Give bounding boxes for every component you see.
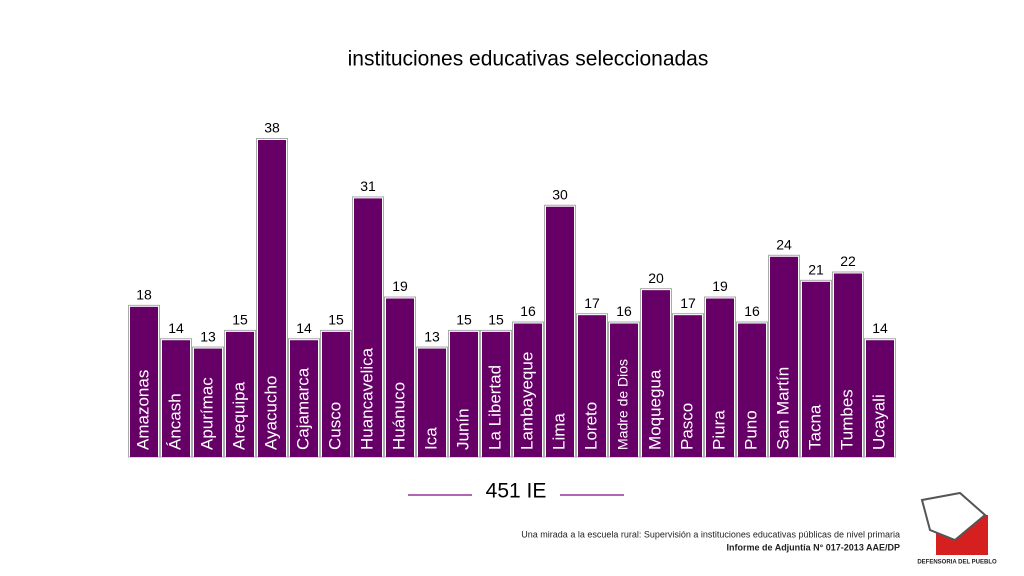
value-label: 17 bbox=[680, 295, 696, 311]
value-label: 13 bbox=[424, 328, 440, 344]
bar bbox=[674, 315, 702, 457]
bar bbox=[386, 298, 414, 457]
value-label: 24 bbox=[776, 236, 792, 252]
bar bbox=[834, 273, 862, 457]
category-label: Lambayeque bbox=[517, 352, 536, 450]
bar bbox=[226, 331, 254, 457]
category-label: Lima bbox=[549, 413, 568, 450]
bar bbox=[354, 198, 382, 458]
category-label: Loreto bbox=[581, 402, 600, 450]
value-label: 20 bbox=[648, 270, 664, 286]
bar bbox=[706, 298, 734, 457]
bar bbox=[418, 348, 446, 457]
logo: DEFENSORIA DEL PUEBLO bbox=[917, 491, 997, 566]
value-label: 14 bbox=[296, 320, 312, 336]
value-label: 18 bbox=[136, 287, 152, 303]
category-label: Huancavelica bbox=[357, 347, 376, 450]
bar bbox=[866, 340, 894, 457]
bar bbox=[194, 348, 222, 457]
value-label: 13 bbox=[200, 328, 216, 344]
value-label: 15 bbox=[328, 312, 344, 328]
value-label: 15 bbox=[456, 312, 472, 328]
bar bbox=[290, 340, 318, 457]
category-label: Madre de Dios bbox=[615, 359, 631, 450]
category-label: Tacna bbox=[805, 404, 824, 450]
value-label: 16 bbox=[520, 303, 536, 319]
value-label: 15 bbox=[488, 312, 504, 328]
bar bbox=[450, 331, 478, 457]
category-label: Arequipa bbox=[229, 381, 248, 450]
bar bbox=[482, 331, 510, 457]
category-label: San Martín bbox=[773, 367, 792, 450]
total-annotation: 451 IE bbox=[486, 480, 547, 503]
value-label: 31 bbox=[360, 178, 376, 194]
value-label: 19 bbox=[712, 278, 728, 294]
category-label: Ica bbox=[421, 427, 440, 450]
value-label: 21 bbox=[808, 262, 824, 278]
value-label: 38 bbox=[264, 120, 280, 136]
bar bbox=[514, 323, 542, 457]
bar bbox=[322, 331, 350, 457]
category-label: Ayacucho bbox=[261, 376, 280, 450]
category-label: Junín bbox=[453, 408, 472, 450]
value-label: 19 bbox=[392, 278, 408, 294]
chart-title: instituciones educativas seleccionadas bbox=[348, 48, 709, 71]
category-label: Amazonas bbox=[133, 370, 152, 450]
value-label: 15 bbox=[232, 312, 248, 328]
bar bbox=[610, 323, 638, 457]
value-label: 14 bbox=[872, 320, 888, 336]
value-label: 16 bbox=[616, 303, 632, 319]
bar bbox=[162, 340, 190, 457]
category-label: Ucayali bbox=[869, 394, 888, 450]
category-label: Moquegua bbox=[645, 369, 664, 450]
category-label: La Libertad bbox=[485, 365, 504, 450]
logo-hand bbox=[920, 491, 987, 542]
bar bbox=[738, 323, 766, 457]
category-label: Puno bbox=[741, 410, 760, 450]
category-label: Áncash bbox=[165, 393, 184, 450]
category-label: Tumbes bbox=[837, 389, 856, 450]
category-label: Apurímac bbox=[197, 377, 216, 450]
category-label: Cusco bbox=[325, 402, 344, 450]
bar bbox=[258, 140, 286, 457]
bar bbox=[770, 256, 798, 457]
category-label: Piura bbox=[709, 410, 728, 450]
category-label: Pasco bbox=[677, 403, 696, 450]
bar bbox=[546, 206, 574, 457]
bar bbox=[802, 281, 830, 457]
bar bbox=[578, 315, 606, 457]
logo-text: DEFENSORIA DEL PUEBLO bbox=[917, 560, 997, 566]
category-label: Cajamarca bbox=[293, 367, 312, 450]
category-label: Huánuco bbox=[389, 382, 408, 450]
footer-text: Una mirada a la escuela rural: Supervisi… bbox=[521, 529, 900, 539]
value-label: 14 bbox=[168, 320, 184, 336]
value-label: 22 bbox=[840, 253, 856, 269]
value-label: 16 bbox=[744, 303, 760, 319]
footer-text: Informe de Adjuntía N° 017-2013 AAE/DP bbox=[727, 542, 900, 552]
value-label: 17 bbox=[584, 295, 600, 311]
bar bbox=[642, 290, 670, 457]
bar bbox=[130, 306, 158, 457]
value-label: 30 bbox=[552, 186, 568, 202]
